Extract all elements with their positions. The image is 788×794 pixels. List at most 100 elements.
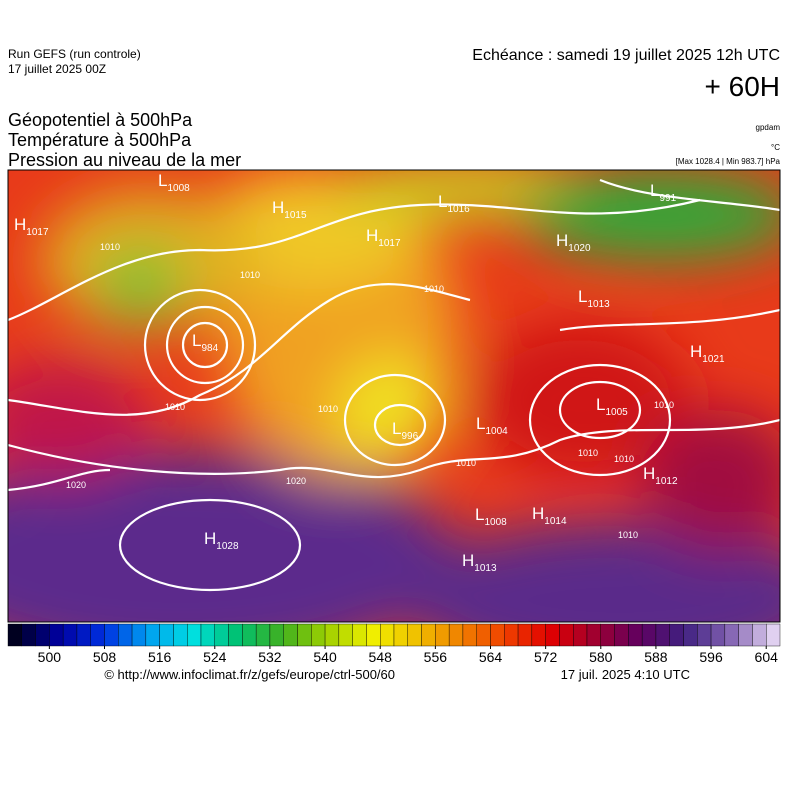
center-kind: H [643,464,655,483]
colorbar-box [187,623,202,647]
source: © http://www.infoclimat.fr/z/gefs/europe… [104,667,395,682]
pressure-center: H1028 [204,529,239,552]
pressure-center: H1014 [532,504,567,527]
colorbar-tick-label: 500 [38,649,62,665]
isobar-label: 1010 [456,458,476,468]
colorbar-tick-label: 580 [589,649,613,665]
center-value: 1017 [378,238,401,249]
colorbar-box [159,623,174,647]
colorbar-box [517,623,533,647]
colorbar-box [7,623,22,647]
colorbar-box [338,623,353,647]
pressure-center: L1005 [596,395,628,418]
colorbar-box [655,623,670,647]
colorbar-tick-label: 572 [534,649,558,665]
colorbar-tick-label: 588 [644,649,668,665]
title-line: Géopotentiel à 500hPa [8,110,193,130]
center-value: 991 [659,193,676,204]
colorbar-box [559,623,574,647]
center-value: 1013 [474,563,497,574]
colorbar-box [297,623,312,647]
center-kind: H [14,215,26,234]
isobar-label: 1010 [654,400,674,410]
colorbar-box [448,623,464,647]
center-kind: L [475,505,484,524]
colorbar-box [104,623,119,647]
isobar-label: 1010 [614,454,634,464]
colorbar-box [462,623,477,647]
pressure-center: L1008 [475,505,507,528]
colorbar-box [738,623,753,647]
colorbar-tick-label: 508 [93,649,117,665]
pressure-center: L1008 [158,171,190,194]
map-frame [7,169,781,623]
colorbar-box [641,623,657,647]
pressure-center: L991 [650,181,677,204]
colorbar-box [490,623,505,647]
colorbar-box [476,623,491,647]
unit: gpdam [756,123,781,132]
isobar-label: 1010 [240,270,260,280]
pressure-center: H1017 [366,226,401,249]
center-kind: H [366,226,378,245]
center-kind: L [650,181,659,200]
center-value: 996 [401,431,418,442]
colorbar-box [283,623,298,647]
center-kind: L [192,331,201,350]
isobar-label: 1010 [165,402,185,412]
center-value: 1016 [447,204,470,215]
center-kind: H [556,231,568,250]
colorbar-box [628,623,643,647]
colorbar-box [242,623,257,647]
isobar-label: 1010 [318,404,338,414]
center-kind: L [438,192,447,211]
colorbar-tick-label: 540 [313,649,337,665]
isobar-label: 1010 [618,530,638,540]
colorbar-box [380,623,395,647]
colorbar-box [131,623,147,647]
colorbar-box [697,623,712,647]
colorbar-box [62,623,78,647]
center-kind: L [476,414,485,433]
colorbar-tick-label: 516 [148,649,172,665]
title-line: Pression au niveau de la mer [8,150,241,170]
colorbar-box [49,623,64,647]
center-kind: H [690,342,702,361]
center-value: 1008 [167,183,190,194]
colorbar-box [352,623,367,647]
colorbar-box [421,623,436,647]
colorbar-box [311,623,326,647]
unit: [Max 1028.4 | Min 983.7] hPa [676,157,781,166]
center-kind: L [596,395,605,414]
colorbar-box [504,623,519,647]
colorbar-tick-label: 532 [258,649,282,665]
pressure-center: L996 [392,419,419,442]
colorbar-box [586,623,601,647]
run: Run GEFS (run controle) [8,47,141,61]
isobar-label: 1020 [66,480,86,490]
center-value: 1021 [702,354,725,365]
center-kind: L [158,171,167,190]
colorbar-box [90,623,105,647]
center-value: 1004 [485,426,508,437]
colorbar-box [145,623,160,647]
isobar-label: 1010 [424,284,444,294]
colorbar-box [683,623,698,647]
colorbar-box [35,623,50,647]
isobar-label: 1010 [578,448,598,458]
pressure-center: L1013 [578,287,610,310]
center-value: 1005 [605,407,628,418]
pressure-center: H1021 [690,342,725,365]
center-value: 1020 [568,243,591,254]
isobar-label: 1010 [100,242,120,252]
colorbar-box [214,623,229,647]
center-value: 1014 [544,516,567,527]
colorbar-box [200,623,215,647]
center-kind: L [578,287,587,306]
colorbar-box [545,623,560,647]
center-value: 1017 [26,227,49,238]
pressure-center: H1017 [14,215,49,238]
run-date: 17 juillet 2025 00Z [8,62,106,76]
center-value: 1008 [484,517,507,528]
pressure-center: H1020 [556,231,591,254]
